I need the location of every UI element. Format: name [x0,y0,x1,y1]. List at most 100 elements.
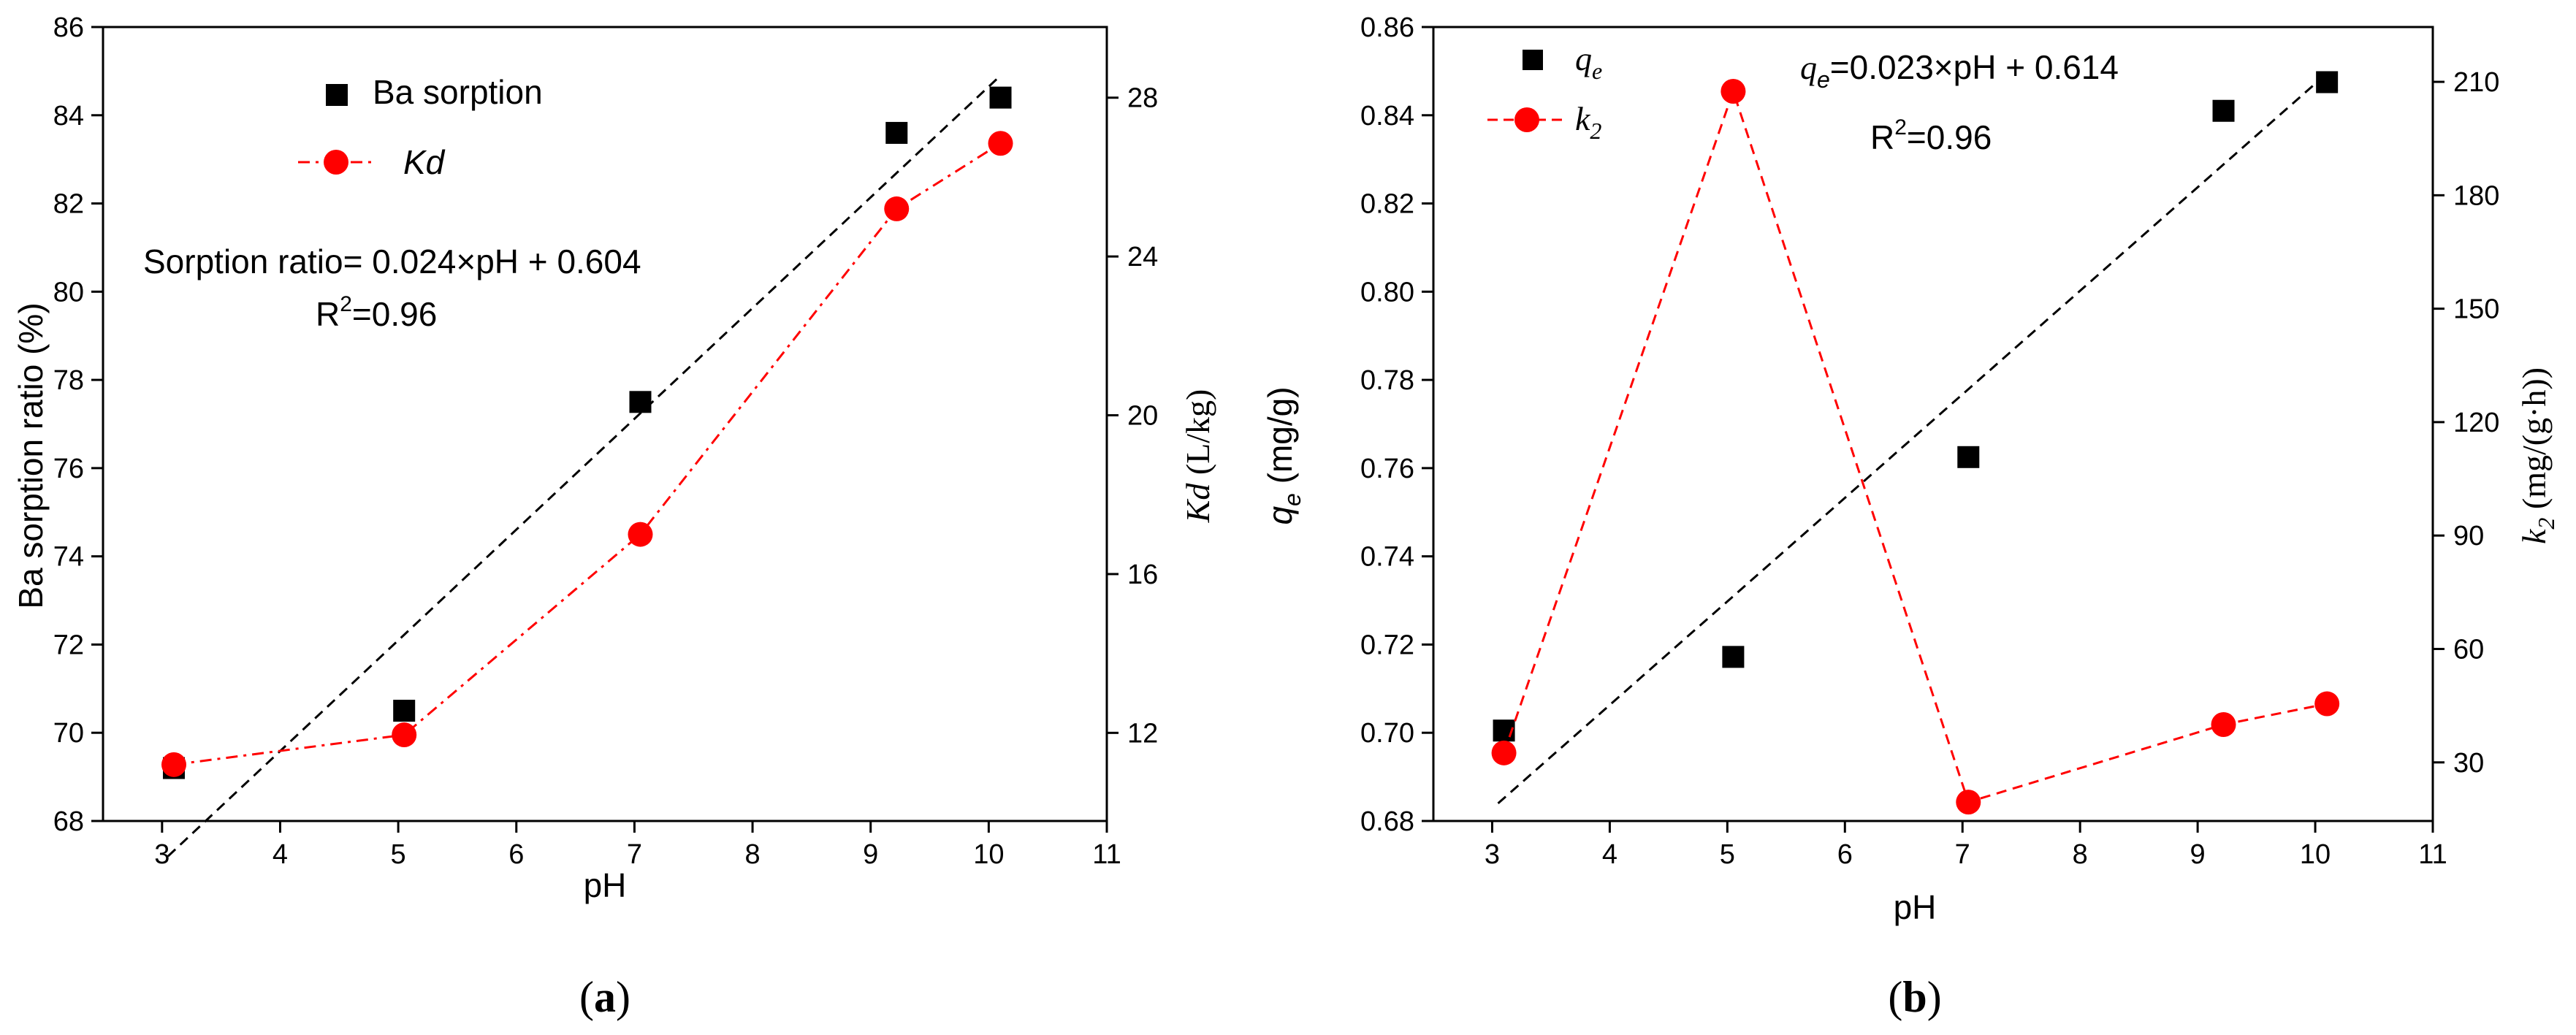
panel-a-plot-elements: 3 4 5 6 7 8 9 10 1168707274767880828486121620242… [53,12,1159,870]
legend-marker-kd [324,150,348,175]
y-tick-label: 74 [53,542,84,573]
y-tick-label: 0.68 [1360,806,1414,837]
panel-b-y2-axis-label: k2 (mg/(g·h)) [2515,367,2559,544]
legend-marker-ba-sorption [326,84,348,106]
y-tick-label: 0.74 [1360,542,1414,573]
legend-marker-qe [1523,50,1543,70]
y2-tick-label: 210 [2453,67,2499,98]
x-tick-label: 11 [2418,839,2447,870]
y2-tick-label: 20 [1127,401,1158,432]
y-tick-label: 0.84 [1360,101,1414,131]
panel-a-r2-base: R [316,295,340,333]
panel-a-label-letter: a [594,973,616,1021]
y-tick-label: 72 [53,630,84,660]
series-line-kd [173,142,1002,766]
legend-label-k2: k2 [1575,100,1601,144]
y2-tick-label: 28 [1127,83,1158,114]
data-point-qe [1722,646,1745,668]
panel-a-r2-tail: =0.96 [352,295,437,333]
x-tick-label: 9 [863,839,878,870]
x-tick-label: 7 [627,839,642,870]
panel-b-label-letter: b [1902,973,1927,1021]
panel-a-label: (a) [579,973,630,1021]
panel-b-r2-base: R [1870,118,1894,156]
legend-label-qe-main: q [1575,40,1592,77]
y2-tick-label: 16 [1127,559,1158,590]
legend-label-qe-sub: e [1592,58,1602,84]
y2-tick-label: 30 [2453,748,2484,779]
data-point-kd [628,522,653,547]
y2-tick-label: 150 [2453,294,2499,325]
panel-a-r2: R2=0.96 [316,292,437,333]
x-tick-label: 5 [391,839,406,870]
panel-b-y2-label-rest: (mg/(g·h)) [2515,367,2553,518]
data-point-ba-sorption [393,700,416,722]
data-point-k2 [1491,740,1517,765]
legend-label-k2-main: k [1575,100,1591,137]
data-point-kd [988,131,1013,156]
data-point-k2 [1720,78,1746,104]
data-point-qe [2316,71,2339,93]
legend-label-qe: qe [1575,40,1602,84]
data-point-qe [2212,99,2235,122]
panel-a-y2-label-italic: Kd [1179,483,1216,524]
legend-label-k2-sub: 2 [1590,118,1601,144]
y2-tick-label: 120 [2453,408,2499,438]
panel-a-plot-frame [102,26,1108,822]
y-tick-label: 80 [53,277,84,308]
x-tick-label: 5 [1720,839,1735,870]
y2-tick-label: 90 [2453,521,2484,551]
panel-b-legend: qe k2 [1487,40,1602,144]
x-tick-label: 8 [744,839,760,870]
y-tick-label: 0.70 [1360,718,1414,749]
x-tick-label: 8 [2073,839,2088,870]
data-point-ba-sorption [885,121,908,144]
panel-b-eq-rest: =0.023×pH + 0.614 [1830,48,2119,86]
y-tick-label: 78 [53,365,84,396]
panel-b-y-label-rest: (mg/g) [1261,386,1299,493]
y2-tick-label: 12 [1127,718,1158,749]
y-tick-label: 84 [53,101,84,131]
panel-a-legend: Ba sorption Kd [298,73,543,181]
y2-tick-label: 180 [2453,180,2499,211]
y-tick-label: 68 [53,806,84,837]
panel-a-y2-label-rest: (L/kg) [1179,389,1216,484]
x-tick-label: 7 [1955,839,1970,870]
panel-b-y-axis-label: qe (mg/g) [1261,386,1306,524]
panel-b-r2-tail: =0.96 [1907,118,1992,156]
panel-a-y2-axis-label: Kd (L/kg) [1179,389,1216,524]
panel-b-label: (b) [1888,973,1941,1021]
panel-a-fit-line [167,75,1002,858]
x-tick-label: 6 [508,839,524,870]
data-point-k2 [1956,790,1981,815]
data-point-k2 [2314,691,2340,717]
panel-b-equation: qe=0.023×pH + 0.614 [1800,48,2119,93]
panel-b-r2-sup: 2 [1894,115,1907,140]
chart-panel-a: 3 4 5 6 7 8 9 10 1168707274767880828486121620242… [12,12,1216,1021]
y-tick-label: 0.76 [1360,454,1414,484]
panel-a-equation: Sorption ratio= 0.024×pH + 0.604 [143,242,641,280]
x-tick-label: 6 [1837,839,1853,870]
legend-label-kd: Kd [403,143,446,181]
panel-b-plot-frame [1432,26,2434,822]
y-tick-label: 76 [53,454,84,484]
data-point-kd [392,722,417,748]
y-tick-label: 0.78 [1360,365,1414,396]
x-tick-label: 10 [2300,839,2331,870]
y-tick-label: 0.82 [1360,189,1414,220]
x-tick-label: 3 [1485,839,1500,870]
x-tick-label: 9 [2190,839,2206,870]
y2-tick-label: 60 [2453,634,2484,665]
y-tick-label: 0.86 [1360,12,1414,43]
legend-label-ba-sorption: Ba sorption [373,73,543,111]
panel-b-y2-label-k: k [2515,528,2553,544]
x-tick-label: 10 [973,839,1004,870]
panel-b-y-label-sub: e [1279,493,1306,506]
x-tick-label: 4 [273,839,288,870]
y-tick-label: 0.72 [1360,630,1414,660]
chart-panel-b: 3 4 5 6 7 8 9 10 11 0.68 0.70 0.72 0.74 0.76 0.78 0.80 0… [1261,12,2559,1021]
data-point-ba-sorption [629,391,652,413]
x-tick-label: 3 [154,839,169,870]
panel-a-r2-sup: 2 [340,292,352,316]
y-tick-label: 70 [53,718,84,749]
